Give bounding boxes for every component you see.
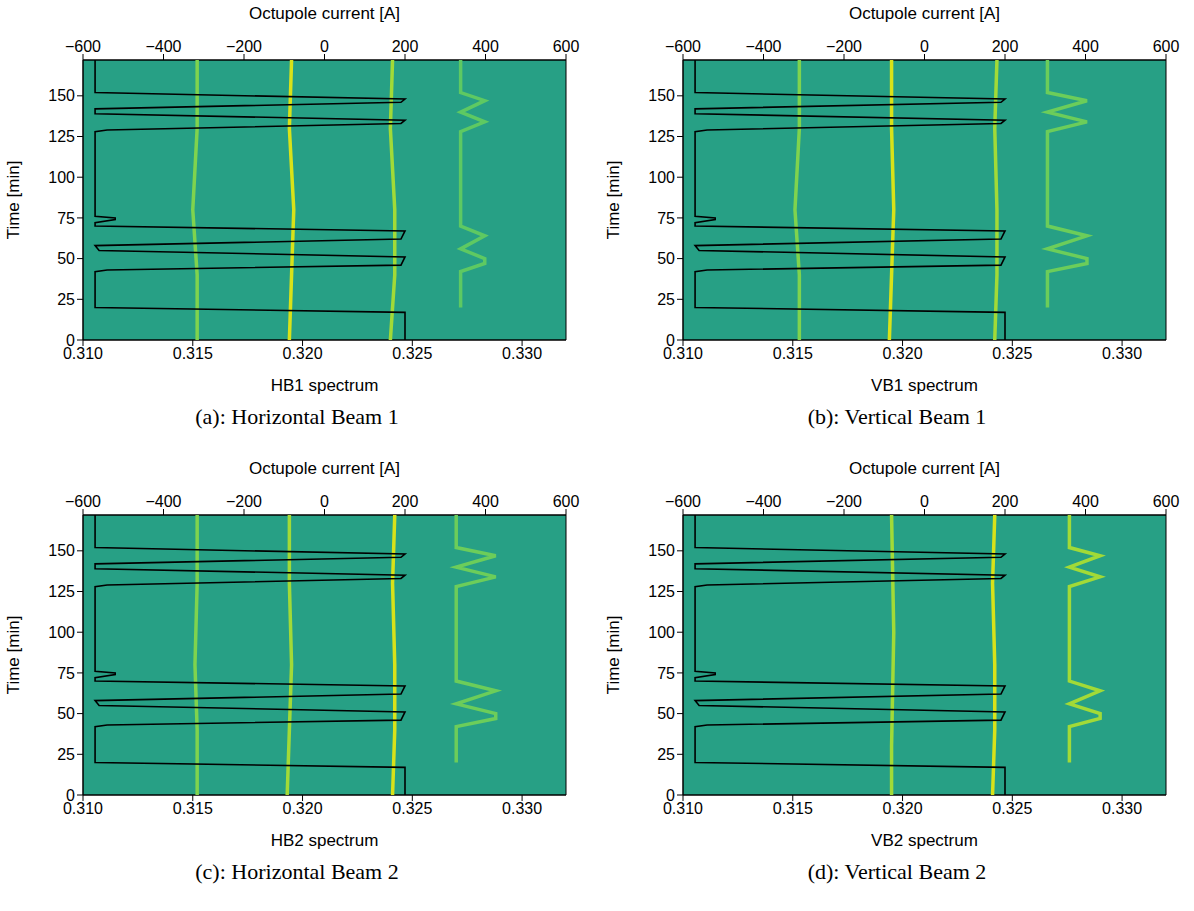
svg-text:0.315: 0.315 (773, 345, 813, 362)
html-text:(b): Vertical Beam 1: (b): Vertical Beam 1 (807, 404, 987, 429)
svg-text:50: 50 (657, 705, 675, 722)
svg-text:25: 25 (657, 291, 675, 308)
svg-text:150: 150 (648, 542, 675, 559)
svg-text:0.310: 0.310 (63, 345, 103, 363)
svg-text:0: 0 (920, 493, 929, 510)
svg-text:100: 100 (48, 169, 75, 186)
svg-text:0.330: 0.330 (502, 800, 542, 817)
svg-text:600: 600 (1153, 38, 1180, 55)
svg-text:0.320: 0.320 (883, 800, 923, 817)
svg-text:Time [min]: Time [min] (604, 616, 623, 695)
svg-text:125: 125 (648, 128, 675, 145)
svg-text:−400: −400 (745, 493, 781, 510)
svg-text:0: 0 (320, 493, 329, 510)
svg-text:0.315: 0.315 (773, 800, 813, 817)
svg-text:150: 150 (648, 87, 675, 104)
svg-text:HB2 spectrum: HB2 spectrum (271, 831, 379, 850)
svg-text:0: 0 (66, 787, 75, 804)
svg-text:0.325: 0.325 (392, 800, 432, 817)
svg-text:−200: −200 (826, 38, 862, 55)
svg-text:100: 100 (648, 624, 675, 641)
svg-text:−600: −600 (665, 38, 701, 55)
svg-text:25: 25 (657, 746, 675, 763)
svg-text:−600: −600 (65, 38, 101, 55)
svg-text:0.315: 0.315 (173, 800, 213, 817)
svg-text:200: 200 (392, 38, 419, 55)
svg-text:0: 0 (66, 332, 75, 349)
svg-text:Octupole current [A]: Octupole current [A] (249, 459, 400, 478)
html-text:(d): Vertical Beam 2: (d): Vertical Beam 2 (807, 859, 987, 884)
svg-text:0.320: 0.320 (883, 345, 923, 362)
svg-text:VB1 spectrum: VB1 spectrum (871, 376, 978, 395)
svg-text:0.325: 0.325 (992, 800, 1032, 817)
svg-text:0: 0 (666, 787, 675, 804)
svg-text:−600: −600 (65, 493, 101, 510)
svg-text:Octupole current [A]: Octupole current [A] (849, 4, 1000, 23)
html-text:(a): Horizontal Beam 1: (a): Horizontal Beam 1 (195, 404, 399, 429)
svg-text:0.310: 0.310 (63, 800, 103, 818)
svg-text:0.325: 0.325 (992, 345, 1032, 362)
svg-text:150: 150 (48, 87, 75, 104)
svg-text:75: 75 (57, 665, 75, 682)
svg-text:400: 400 (472, 38, 499, 55)
svg-text:−400: −400 (745, 38, 781, 55)
svg-text:−200: −200 (826, 493, 862, 510)
svg-text:−600: −600 (665, 493, 701, 510)
svg-text:Octupole current [A]: Octupole current [A] (249, 4, 400, 23)
svg-text:100: 100 (48, 624, 75, 641)
svg-text:0: 0 (920, 38, 929, 55)
svg-text:0.330: 0.330 (1102, 800, 1142, 817)
svg-text:−400: −400 (145, 493, 181, 510)
svg-text:50: 50 (57, 250, 75, 267)
svg-text:0.320: 0.320 (283, 800, 323, 817)
svg-text:200: 200 (992, 38, 1019, 55)
svg-text:Time [min]: Time [min] (604, 161, 623, 240)
svg-text:75: 75 (57, 210, 75, 227)
svg-text:50: 50 (57, 705, 75, 722)
svg-text:0.330: 0.330 (1102, 345, 1142, 362)
svg-text:600: 600 (1153, 493, 1180, 510)
svg-text:125: 125 (48, 583, 75, 600)
svg-text:−200: −200 (226, 493, 262, 510)
svg-text:Time [min]: Time [min] (4, 616, 23, 695)
svg-text:0: 0 (666, 332, 675, 349)
svg-text:125: 125 (48, 128, 75, 145)
svg-text:200: 200 (392, 493, 419, 510)
svg-text:0: 0 (320, 38, 329, 55)
svg-text:25: 25 (57, 746, 75, 763)
svg-text:600: 600 (553, 493, 580, 510)
svg-text:0.330: 0.330 (502, 345, 542, 362)
svg-text:HB1 spectrum: HB1 spectrum (271, 376, 379, 395)
svg-text:−200: −200 (226, 38, 262, 55)
svg-text:−400: −400 (145, 38, 181, 55)
svg-text:50: 50 (657, 250, 675, 267)
svg-text:25: 25 (57, 291, 75, 308)
svg-text:0.325: 0.325 (392, 345, 432, 362)
svg-text:400: 400 (472, 493, 499, 510)
svg-text:400: 400 (1072, 38, 1099, 55)
svg-text:600: 600 (553, 38, 580, 55)
svg-text:100: 100 (648, 169, 675, 186)
svg-text:Time [min]: Time [min] (4, 161, 23, 240)
svg-text:125: 125 (648, 583, 675, 600)
svg-text:VB2 spectrum: VB2 spectrum (871, 831, 978, 850)
svg-text:150: 150 (48, 542, 75, 559)
svg-text:0.320: 0.320 (283, 345, 323, 362)
svg-text:0.310: 0.310 (663, 345, 703, 363)
svg-text:75: 75 (657, 665, 675, 682)
svg-text:Octupole current [A]: Octupole current [A] (849, 459, 1000, 478)
svg-text:400: 400 (1072, 493, 1099, 510)
svg-text:0.315: 0.315 (173, 345, 213, 362)
svg-text:75: 75 (657, 210, 675, 227)
svg-text:0.310: 0.310 (663, 800, 703, 818)
html-text:(c): Horizontal Beam 2: (c): Horizontal Beam 2 (195, 859, 399, 884)
svg-text:200: 200 (992, 493, 1019, 510)
